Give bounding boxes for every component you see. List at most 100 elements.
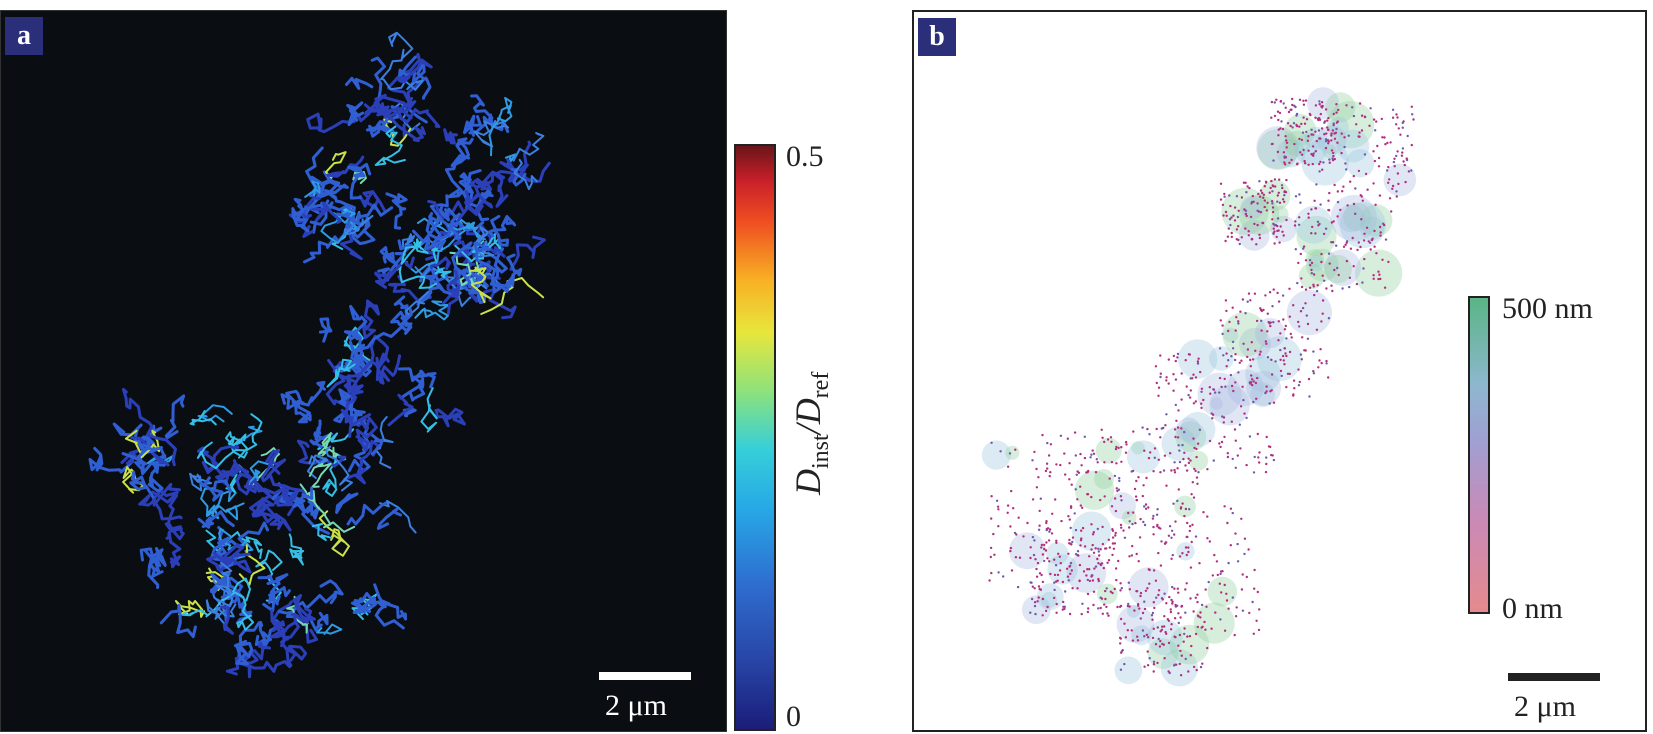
localization-point <box>1298 325 1301 328</box>
localization-point <box>1328 161 1331 164</box>
localization-point <box>1148 433 1151 436</box>
localization-point <box>1107 559 1111 562</box>
localization-point <box>1369 107 1372 110</box>
localization-point <box>1169 628 1173 631</box>
localization-point <box>1109 436 1113 439</box>
localization-point <box>1316 284 1319 287</box>
localization-halo <box>1284 114 1316 146</box>
localization-halo <box>1328 116 1349 138</box>
localization-point <box>1279 127 1282 130</box>
localization-point <box>1031 535 1035 539</box>
localization-point <box>1167 670 1170 673</box>
localization-point <box>1258 233 1261 236</box>
localization-point <box>1061 580 1065 584</box>
localization-point <box>1247 234 1250 237</box>
localization-point <box>1341 190 1344 193</box>
localization-point <box>1244 212 1248 216</box>
localization-point <box>1297 223 1301 226</box>
trajectory-segment <box>209 572 231 595</box>
localization-halo <box>1308 255 1325 272</box>
localization-point <box>1242 181 1246 184</box>
localization-point <box>1397 127 1400 130</box>
localization-point <box>1249 358 1252 362</box>
localization-point <box>1119 582 1122 585</box>
localization-point <box>1315 139 1318 143</box>
localization-point <box>1240 196 1244 199</box>
localization-point <box>1117 488 1121 491</box>
localization-point <box>1237 371 1240 374</box>
localization-point <box>1134 495 1138 498</box>
localization-point <box>1327 209 1331 212</box>
localization-point <box>1049 572 1052 576</box>
localization-point <box>1307 135 1310 138</box>
localization-point <box>1148 568 1151 572</box>
localization-point <box>1285 218 1288 222</box>
trajectory-plot <box>88 31 551 679</box>
localization-point <box>1146 587 1149 590</box>
localization-point <box>1327 142 1330 145</box>
trajectory-segment <box>215 561 234 607</box>
localization-point <box>1147 456 1151 460</box>
localization-point <box>1133 487 1137 491</box>
localization-point <box>1221 415 1224 418</box>
localization-point <box>1202 511 1205 514</box>
panel-b-localization-image: b 2 μm <box>912 10 1647 732</box>
localization-point <box>1053 596 1056 600</box>
trajectory-segment <box>374 416 394 469</box>
localization-halo <box>1147 638 1179 669</box>
localization-point <box>1210 627 1213 630</box>
localization-point <box>1045 520 1048 523</box>
trajectory-segment <box>286 595 309 634</box>
localization-point <box>1390 210 1393 213</box>
localization-point <box>1372 274 1375 277</box>
localization-point <box>1229 223 1232 227</box>
localization-point <box>1082 570 1086 573</box>
localization-point <box>1195 476 1199 479</box>
localization-point <box>1305 130 1308 134</box>
localization-point <box>1226 452 1229 455</box>
localization-point <box>1374 129 1377 132</box>
localization-point <box>1069 561 1073 565</box>
localization-point <box>1283 347 1286 350</box>
trajectory-segment <box>164 494 185 541</box>
localization-point <box>1112 547 1116 550</box>
localization-point <box>1220 440 1224 444</box>
localization-point <box>1066 437 1069 440</box>
localization-point <box>1196 360 1200 363</box>
localization-point <box>1083 456 1087 460</box>
localization-halo <box>1294 205 1333 244</box>
localization-halo <box>1257 336 1302 382</box>
localization-point <box>1229 544 1232 547</box>
localization-point <box>1120 460 1123 463</box>
localization-point <box>1319 112 1322 116</box>
trajectory-segment <box>247 635 293 679</box>
localization-point <box>1180 654 1183 657</box>
localization-point <box>1345 168 1348 171</box>
localization-point <box>1147 636 1150 639</box>
localization-point <box>1319 348 1322 351</box>
localization-point <box>1229 373 1233 377</box>
localization-point <box>1224 239 1227 243</box>
localization-point <box>1213 553 1216 557</box>
localization-point <box>1136 639 1140 642</box>
localization-point <box>1120 499 1123 502</box>
localization-point <box>1253 455 1256 459</box>
localization-point <box>1351 236 1354 240</box>
localization-point <box>1291 97 1294 101</box>
localization-point <box>1284 135 1287 138</box>
localization-point <box>1323 120 1327 123</box>
localization-point <box>1182 457 1185 461</box>
localization-point <box>1013 531 1017 535</box>
localization-point <box>1335 111 1338 114</box>
localization-point <box>1018 556 1022 559</box>
trajectory-segment <box>438 207 461 227</box>
localization-point <box>1306 322 1310 326</box>
localization-point <box>1117 446 1120 450</box>
localization-point <box>1285 354 1288 358</box>
localization-point <box>1048 474 1051 478</box>
localization-point <box>1194 535 1198 538</box>
localization-point <box>1097 579 1100 583</box>
localization-point <box>1114 567 1118 570</box>
localization-point <box>1271 202 1274 205</box>
localization-point <box>1333 157 1336 161</box>
